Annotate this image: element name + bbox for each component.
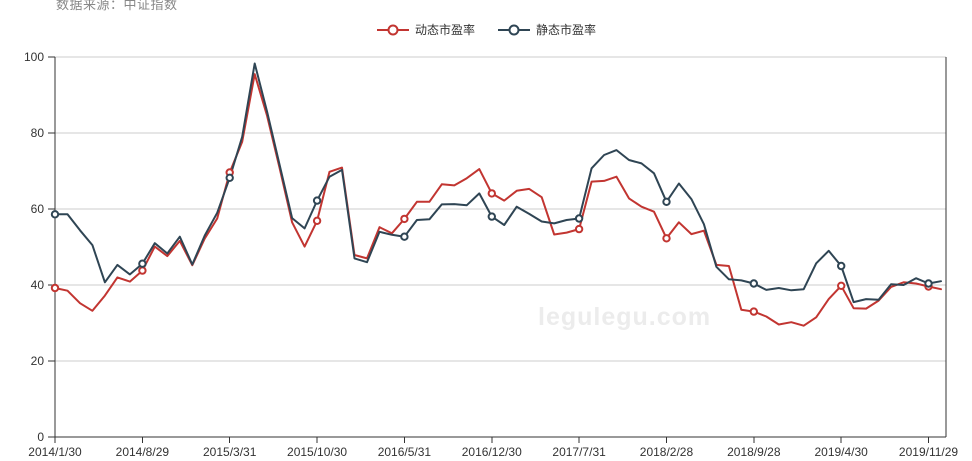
axes	[54, 57, 947, 438]
legend-line-circle-icon	[376, 24, 409, 35]
watermark: legulegu.com	[538, 303, 712, 331]
x-axis-labels: 2014/1/30 2014/8/29 2015/3/31 2015/10/30 201…	[28, 437, 958, 459]
legend-item-static-pe[interactable]: 静态市盈率	[497, 21, 596, 38]
y-axis-labels: 0 20 40 60 80 100	[24, 50, 55, 444]
svg-text:60: 60	[31, 202, 45, 216]
svg-text:2018/2/28: 2018/2/28	[640, 445, 694, 459]
svg-text:2019/4/30: 2019/4/30	[814, 445, 868, 459]
legend-label-static-pe: 静态市盈率	[536, 23, 597, 37]
svg-text:2015/10/30: 2015/10/30	[287, 445, 347, 459]
legend-line-circle-icon	[498, 24, 530, 35]
legend-label-dynamic-pe: 动态市盈率	[414, 23, 475, 37]
svg-text:2018/9/28: 2018/9/28	[727, 445, 781, 459]
svg-text:2016/5/31: 2016/5/31	[378, 445, 432, 459]
svg-text:0: 0	[37, 430, 44, 444]
legend-item-dynamic-pe[interactable]: 动态市盈率	[376, 21, 475, 38]
svg-text:40: 40	[31, 278, 45, 292]
series-line-1	[54, 62, 942, 304]
svg-text:2019/11/29: 2019/11/29	[899, 445, 958, 459]
data-source-note: 数据来源：中证指数	[56, 0, 178, 12]
series-line-0	[54, 73, 942, 327]
svg-text:20: 20	[31, 354, 45, 368]
svg-text:2015/3/31: 2015/3/31	[203, 445, 257, 459]
svg-text:100: 100	[24, 50, 44, 64]
series-markers-1	[50, 173, 933, 288]
svg-text:2014/1/30: 2014/1/30	[28, 445, 82, 459]
svg-text:80: 80	[31, 126, 45, 140]
series-markers-0	[50, 168, 933, 316]
svg-text:2016/12/30: 2016/12/30	[462, 445, 522, 459]
legend: 动态市盈率 静态市盈率	[0, 21, 972, 38]
svg-text:2014/8/29: 2014/8/29	[116, 445, 170, 459]
gridlines	[55, 56, 946, 362]
svg-text:2017/7/31: 2017/7/31	[552, 445, 606, 459]
